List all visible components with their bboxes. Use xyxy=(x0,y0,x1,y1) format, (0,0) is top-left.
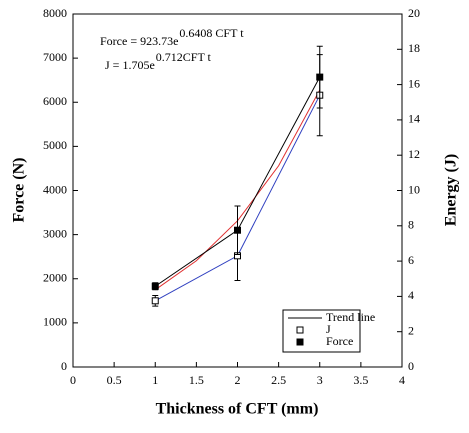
y-tick-label: 2000 xyxy=(43,271,67,285)
legend-label: Trend line xyxy=(326,310,375,324)
annotation-text: J = 1.705e xyxy=(105,58,155,72)
y-tick-label: 4000 xyxy=(43,182,67,196)
data-point xyxy=(234,226,241,234)
y2-axis-label: Energy (J) xyxy=(443,154,460,226)
x-tick-label: 3 xyxy=(317,373,323,387)
y-tick-label: 8000 xyxy=(43,6,67,20)
y-tick-label: 0 xyxy=(61,359,67,373)
y2-tick-label: 10 xyxy=(408,182,420,196)
y2-tick-label: 4 xyxy=(408,288,414,302)
y-tick-label: 6000 xyxy=(43,94,67,108)
data-point xyxy=(151,297,159,305)
y2-tick-label: 16 xyxy=(408,76,420,90)
y2-tick-label: 18 xyxy=(408,41,420,55)
x-tick-label: 0 xyxy=(70,373,76,387)
data-point xyxy=(316,73,324,81)
annotation-text: Force = 923.73e xyxy=(100,34,178,48)
x-tick-label: 2.5 xyxy=(271,373,286,387)
data-point xyxy=(151,282,159,290)
y-tick-label: 3000 xyxy=(43,226,67,240)
x-tick-label: 4 xyxy=(399,373,405,387)
legend-label: J xyxy=(326,322,331,336)
x-tick-label: 2 xyxy=(235,373,241,387)
legend-box xyxy=(282,309,361,353)
y2-tick-label: 14 xyxy=(408,112,420,126)
y2-tick-label: 12 xyxy=(408,147,420,161)
legend-label: Force xyxy=(326,334,353,348)
y-tick-label: 1000 xyxy=(43,315,67,329)
y-tick-label: 7000 xyxy=(43,50,67,64)
y-tick-label: 5000 xyxy=(43,138,67,152)
x-tick-label: 1 xyxy=(152,373,158,387)
annotation-exponent: 0.6408 CFT t xyxy=(179,26,244,40)
y2-tick-label: 8 xyxy=(408,218,414,232)
x-axis-label: Thickness of CFT (mm) xyxy=(156,401,319,418)
x-tick-label: 0.5 xyxy=(107,373,122,387)
y2-tick-label: 2 xyxy=(408,323,414,337)
annotation: Force = 923.73e0.6408 CFT t xyxy=(100,26,244,48)
x-tick-label: 3.5 xyxy=(353,373,368,387)
y2-tick-label: 0 xyxy=(408,359,414,373)
legend-swatch xyxy=(296,338,304,346)
annotation-exponent: 0.712CFT t xyxy=(156,50,212,64)
y-axis-label: Force (N) xyxy=(11,158,28,223)
y2-tick-label: 6 xyxy=(408,253,414,267)
annotation: J = 1.705e0.712CFT t xyxy=(105,50,212,72)
x-tick-label: 1.5 xyxy=(189,373,204,387)
legend-swatch xyxy=(296,326,304,334)
y2-tick-label: 20 xyxy=(408,6,420,20)
